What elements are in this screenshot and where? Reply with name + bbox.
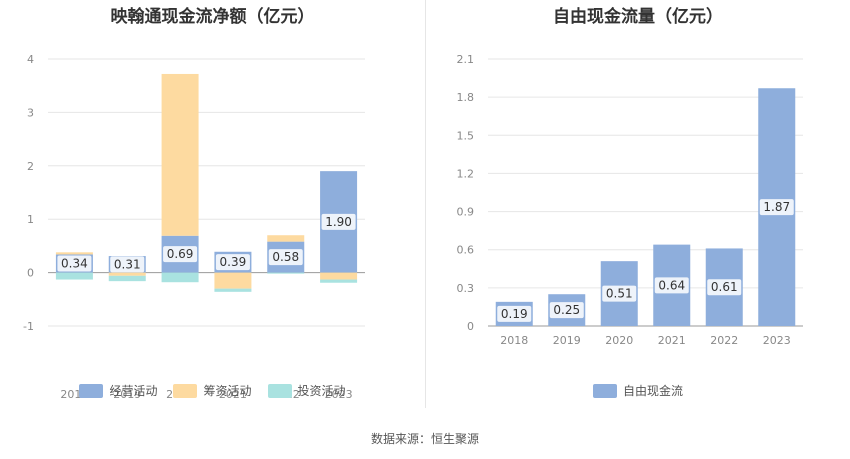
legend-swatch-financing [173,383,198,398]
bar-投资活动-2019 [108,275,146,282]
bar-筹资活动-2022 [267,235,305,242]
y-tick-label: 1.8 [457,91,475,104]
y-tick-label: 0.3 [457,282,475,295]
data-label-background [497,305,532,322]
bar-投资活动-2020 [161,272,199,283]
bar-筹资活动-2021 [214,272,252,289]
data-label-background [707,279,742,296]
y-tick-label: 0 [27,267,34,280]
data-source-footer: 数据来源：恒生聚源 [370,432,479,446]
y-tick-label: 4 [27,53,34,66]
data-label: 0.34 [61,257,88,271]
data-label-background [268,249,303,266]
x-tick-label: 2018 [500,334,528,347]
data-label: 0.39 [220,255,247,269]
y-tick-label: 2 [27,160,34,173]
data-label: 0.64 [658,278,685,292]
panel-divider [425,0,426,408]
y-tick-label: 2.1 [457,53,475,66]
x-tick-label: 2020 [605,334,633,347]
data-label: 0.25 [553,303,580,317]
bar-筹资活动-2019 [108,272,146,276]
x-tick-label: 2023 [325,388,353,401]
data-label-background [602,285,637,302]
legend-label-investing: 投资活动 [297,384,346,398]
legend-label-operating: 经营活动 [109,384,158,398]
data-label-background [549,302,584,319]
data-label: 0.61 [711,280,738,294]
data-label: 1.90 [325,215,352,229]
legend-item-investing[interactable]: 投资活动 [267,382,346,399]
data-label-background [110,256,145,273]
y-tick-label: 3 [27,106,34,119]
y-tick-label: 1 [27,213,34,226]
legend-item-financing[interactable]: 筹资活动 [173,382,252,399]
data-label: 0.69 [167,247,194,261]
legend-label-financing: 筹资活动 [203,384,252,398]
bar-筹资活动-2023 [320,272,358,280]
right-chart-legend: 自由现金流 [426,382,850,399]
x-tick-label: 2019 [113,388,141,401]
y-tick-label: 0.6 [457,244,475,257]
legend-swatch-operating [79,383,104,398]
bar-投资活动-2022 [267,272,305,274]
legend-label-free-cash-flow: 自由现金流 [622,384,683,398]
data-label-background [215,254,250,271]
data-label: 0.31 [114,257,141,271]
bar-投资活动-2021 [214,288,252,292]
x-tick-label: 2021 [219,388,247,401]
right-chart-title: 自由现金流量（亿元） [553,7,723,27]
y-tick-label: 0 [467,320,474,333]
bar-筹资活动-2018 [55,252,93,255]
y-tick-label: 1.5 [457,129,475,142]
y-tick-label: -1 [23,320,34,333]
left-chart-panel: 映翰通现金流净额（亿元） -10123420180.3420190.312020… [0,0,425,410]
right-chart-plot: 0 0.3 0.6 0.9 1.2 1.5 1.8 2.1 2018 0.19 2019 0.25 20… [457,53,803,347]
data-label: 0.19 [501,307,528,321]
left-chart-legend: 经营活动 筹资活动 投资活动 [0,382,425,399]
left-chart-title: 映翰通现金流净额（亿元） [110,7,315,27]
right-chart-panel: 自由现金流量（亿元） 0 0.3 0.6 0.9 1.2 1.5 1.8 2.1 2018 0.1… [426,0,850,410]
data-label: 0.58 [272,250,299,264]
legend-swatch-free-cash-flow [592,383,617,398]
y-tick-label: 0.9 [457,206,475,219]
bar-筹资活动-2020 [161,73,199,236]
data-label-background [163,246,198,263]
bar-投资活动-2023 [320,279,358,283]
left-chart-plot: -10123420180.3420190.3120200.6920210.392… [23,53,365,401]
legend-swatch-investing [267,383,292,398]
x-tick-label: 2019 [553,334,581,347]
legend-item-free-cash-flow[interactable]: 自由现金流 [592,382,683,399]
y-tick-label: 1.2 [457,167,475,180]
bar-投资活动-2018 [55,272,93,280]
data-label-background [654,277,689,294]
data-label-background [321,213,356,230]
legend-item-operating[interactable]: 经营活动 [79,382,157,399]
x-tick-label: 2022 [710,334,738,347]
data-label: 0.51 [606,287,633,301]
x-tick-label: 2023 [763,334,791,347]
data-label-background [57,255,92,272]
data-label-background [759,199,794,216]
data-label: 1.87 [763,200,790,214]
x-tick-label: 2021 [658,334,686,347]
